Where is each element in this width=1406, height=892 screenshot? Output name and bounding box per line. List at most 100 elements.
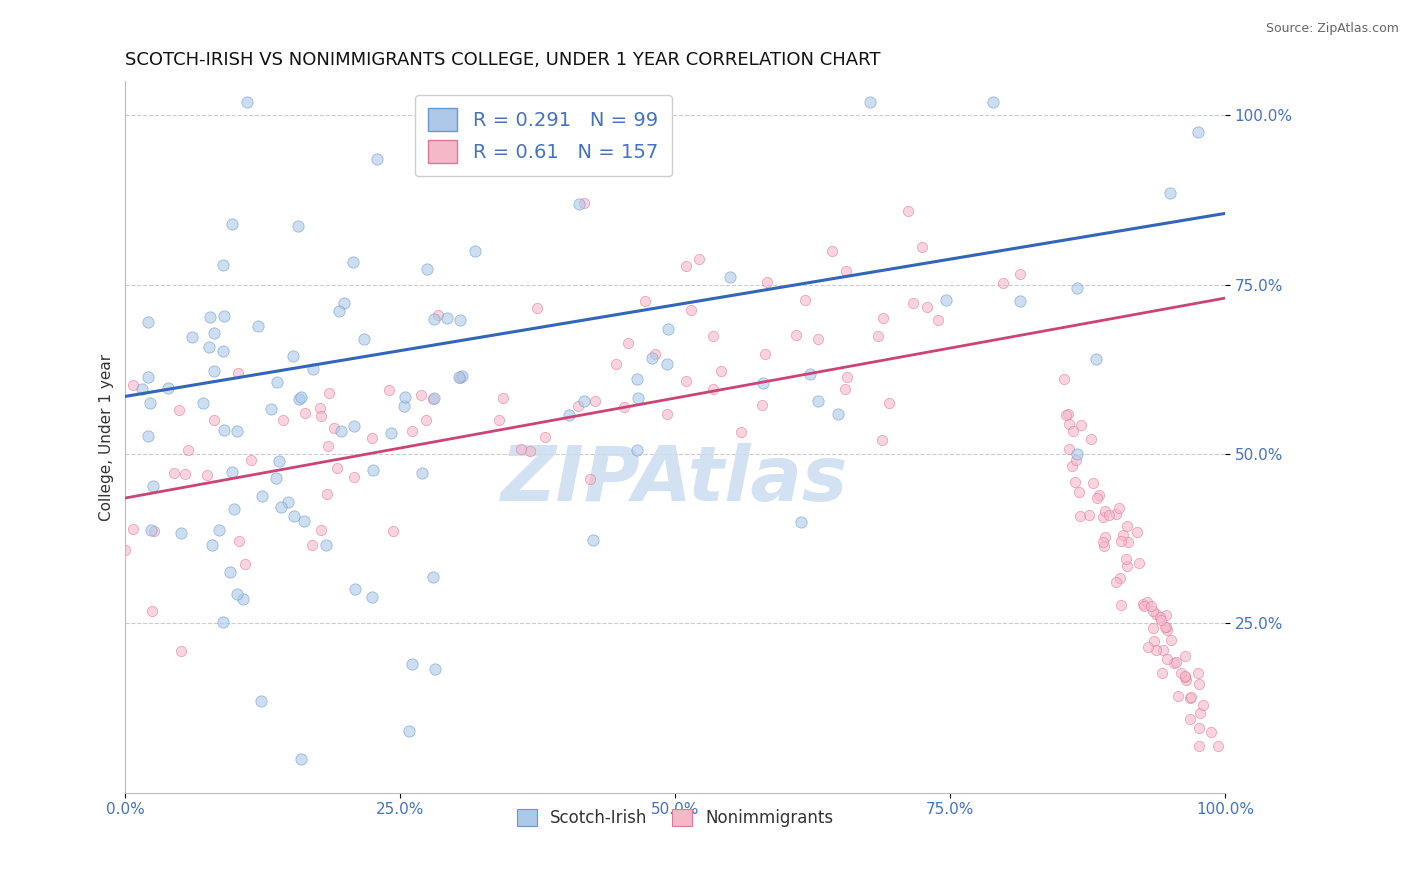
- Point: [333, 295, 356, 310]
- Point: [1066, 281, 1088, 295]
- Point: [1105, 575, 1128, 590]
- Point: [1070, 418, 1092, 433]
- Point: [903, 296, 925, 310]
- Point: [250, 694, 273, 708]
- Point: [318, 385, 340, 400]
- Point: [1109, 571, 1132, 585]
- Point: [290, 390, 312, 404]
- Point: [1180, 690, 1202, 705]
- Point: [201, 538, 224, 552]
- Point: [239, 453, 262, 467]
- Point: [1154, 620, 1177, 634]
- Point: [271, 413, 294, 427]
- Point: [870, 433, 893, 447]
- Point: [163, 466, 186, 480]
- Point: [204, 364, 226, 378]
- Point: [1108, 501, 1130, 516]
- Point: [1066, 453, 1088, 467]
- Point: [991, 276, 1014, 290]
- Point: [1136, 595, 1159, 609]
- Point: [1152, 642, 1174, 657]
- Point: [181, 330, 204, 344]
- Point: [343, 470, 366, 484]
- Point: [170, 644, 193, 658]
- Point: [401, 657, 423, 671]
- Point: [316, 439, 339, 453]
- Point: [250, 489, 273, 503]
- Point: [1188, 739, 1211, 754]
- Point: [567, 400, 589, 414]
- Point: [1054, 408, 1077, 422]
- Point: [316, 487, 339, 501]
- Point: [221, 465, 243, 479]
- Point: [1152, 666, 1174, 681]
- Point: [142, 478, 165, 492]
- Point: [859, 95, 882, 109]
- Point: [138, 395, 160, 409]
- Point: [1156, 623, 1178, 637]
- Point: [366, 152, 388, 166]
- Point: [198, 310, 221, 324]
- Point: [1178, 712, 1201, 726]
- Point: [1142, 604, 1164, 618]
- Point: [212, 310, 235, 324]
- Point: [1142, 621, 1164, 635]
- Point: [392, 399, 415, 413]
- Point: [1066, 447, 1088, 461]
- Point: [1199, 725, 1222, 739]
- Point: [583, 394, 606, 409]
- Point: [1060, 459, 1083, 474]
- Point: [288, 392, 311, 407]
- Point: [202, 326, 225, 341]
- Point: [294, 406, 316, 420]
- Point: [1174, 673, 1197, 687]
- Point: [197, 340, 219, 354]
- Point: [208, 523, 231, 537]
- Point: [141, 604, 163, 618]
- Point: [122, 523, 145, 537]
- Point: [1163, 656, 1185, 670]
- Point: [136, 429, 159, 443]
- Point: [1166, 656, 1188, 670]
- Point: [422, 392, 444, 407]
- Point: [1188, 676, 1211, 690]
- Point: [582, 533, 605, 547]
- Point: [260, 402, 283, 417]
- Point: [751, 376, 773, 391]
- Point: [232, 591, 254, 606]
- Point: [1094, 530, 1116, 544]
- Point: [211, 344, 233, 359]
- Point: [266, 375, 288, 389]
- Point: [568, 197, 591, 211]
- Point: [1109, 598, 1132, 612]
- Point: [1174, 649, 1197, 664]
- Point: [1116, 535, 1139, 549]
- Point: [378, 383, 401, 397]
- Point: [1126, 524, 1149, 539]
- Point: [360, 432, 382, 446]
- Point: [755, 275, 778, 289]
- Point: [657, 322, 679, 336]
- Point: [283, 509, 305, 524]
- Point: [361, 462, 384, 476]
- Point: [329, 424, 352, 438]
- Point: [277, 495, 299, 509]
- Point: [702, 382, 724, 396]
- Point: [301, 538, 323, 552]
- Point: [1156, 652, 1178, 666]
- Point: [835, 369, 858, 384]
- Point: [342, 254, 364, 268]
- Point: [1144, 643, 1167, 657]
- Point: [1091, 534, 1114, 549]
- Point: [574, 196, 596, 211]
- Point: [872, 311, 894, 326]
- Point: [488, 412, 510, 426]
- Point: [228, 534, 250, 549]
- Point: [519, 444, 541, 458]
- Point: [1150, 613, 1173, 627]
- Point: [382, 524, 405, 538]
- Point: [195, 467, 218, 482]
- Point: [1174, 669, 1197, 683]
- Text: SCOTCH-IRISH VS NONIMMIGRANTS COLLEGE, UNDER 1 YEAR CORRELATION CHART: SCOTCH-IRISH VS NONIMMIGRANTS COLLEGE, U…: [125, 51, 882, 69]
- Point: [1109, 534, 1132, 549]
